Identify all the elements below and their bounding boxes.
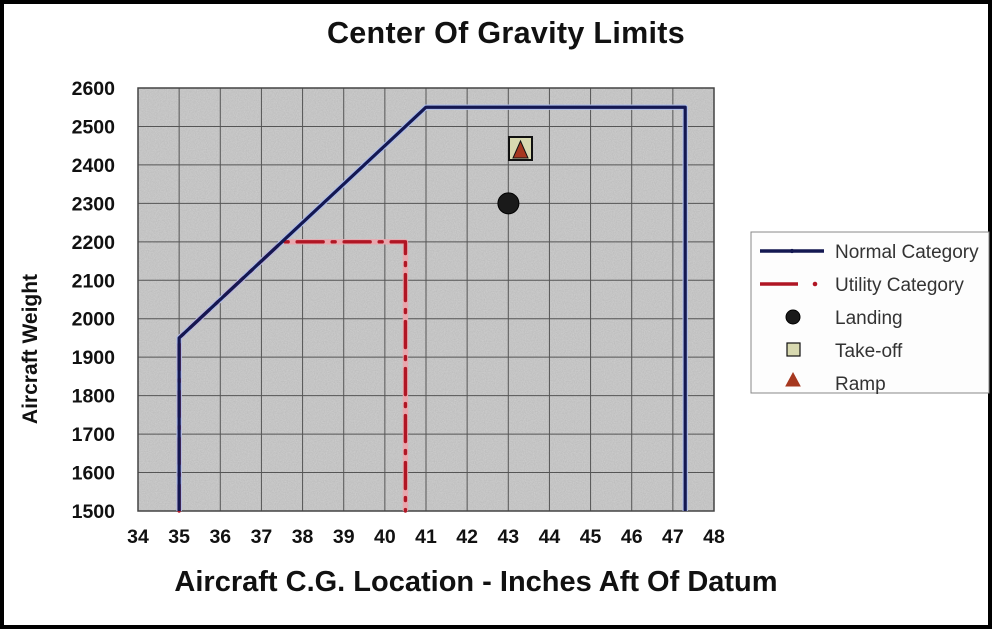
svg-text:2600: 2600 [72, 78, 116, 100]
svg-text:45: 45 [580, 526, 602, 548]
svg-text:Normal Category: Normal Category [835, 242, 979, 263]
svg-text:43: 43 [497, 526, 519, 548]
svg-text:35: 35 [168, 526, 190, 548]
svg-text:1800: 1800 [72, 386, 116, 408]
svg-text:2200: 2200 [72, 232, 116, 254]
svg-text:37: 37 [251, 526, 273, 548]
svg-text:Utility Category: Utility Category [835, 275, 964, 296]
svg-text:1600: 1600 [72, 463, 116, 485]
svg-text:40: 40 [374, 526, 396, 548]
svg-text:Ramp: Ramp [835, 374, 886, 395]
svg-text:44: 44 [539, 526, 561, 548]
svg-text:2000: 2000 [72, 309, 116, 331]
svg-text:42: 42 [456, 526, 478, 548]
svg-text:46: 46 [621, 526, 643, 548]
svg-text:36: 36 [209, 526, 231, 548]
svg-text:2400: 2400 [72, 155, 116, 177]
svg-text:38: 38 [292, 526, 314, 548]
svg-text:Landing: Landing [835, 308, 903, 329]
svg-text:2300: 2300 [72, 193, 116, 215]
svg-text:47: 47 [662, 526, 684, 548]
svg-text:41: 41 [415, 526, 437, 548]
svg-text:1500: 1500 [72, 501, 116, 523]
svg-text:1700: 1700 [72, 424, 116, 446]
svg-text:39: 39 [333, 526, 355, 548]
svg-text:34: 34 [127, 526, 149, 548]
svg-text:2100: 2100 [72, 270, 116, 292]
svg-text:2500: 2500 [72, 116, 116, 138]
svg-text:Take-off: Take-off [835, 341, 903, 362]
svg-text:48: 48 [703, 526, 725, 548]
svg-text:1900: 1900 [72, 347, 116, 369]
